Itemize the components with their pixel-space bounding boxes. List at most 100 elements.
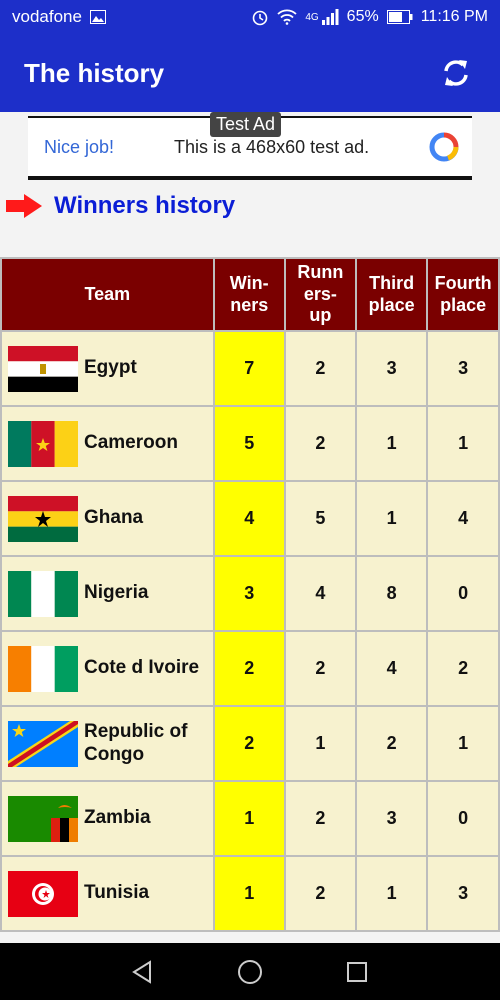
- table-row[interactable]: Zambia 1 2 3 0: [2, 782, 498, 855]
- team-name: Nigeria: [84, 582, 149, 604]
- fourth-place-cell: 3: [428, 332, 498, 405]
- team-cell: Nigeria: [2, 557, 213, 630]
- app-bar: The history: [0, 34, 500, 112]
- back-button[interactable]: [128, 957, 158, 987]
- winners-cell: 7: [214, 332, 284, 405]
- nigeria-flag-icon: [8, 570, 78, 617]
- team-cell-content: Egypt: [8, 345, 213, 392]
- column-header-fourth: Fourth place: [428, 259, 498, 330]
- team-name: Zambia: [84, 807, 151, 829]
- runners-up-cell: 4: [285, 557, 356, 630]
- team-name: Cote d Ivoire: [84, 657, 200, 679]
- fourth-place-cell: 1: [428, 707, 498, 780]
- winners-cell: 2: [214, 707, 284, 780]
- third-place-cell: 1: [357, 482, 427, 555]
- table-row[interactable]: Ghana 4 5 1 4: [2, 482, 498, 555]
- fourth-place-cell: 3: [428, 857, 498, 930]
- team-cell-content: Ghana: [8, 495, 213, 542]
- winners-cell: 4: [214, 482, 284, 555]
- runners-up-cell: 2: [285, 407, 356, 480]
- team-cell-content: Cote d Ivoire: [8, 645, 213, 692]
- table-row[interactable]: Cote d Ivoire 2 2 4 2: [2, 632, 498, 705]
- team-cell-content: Tunisia: [8, 870, 213, 917]
- section-header: Winners history: [0, 182, 500, 257]
- fourth-place-cell: 0: [428, 782, 498, 855]
- winners-cell: 2: [214, 632, 284, 705]
- wifi-icon: [277, 9, 297, 25]
- winners-cell: 3: [214, 557, 284, 630]
- team-cell: Ghana: [2, 482, 213, 555]
- history-table-wrapper[interactable]: Team Win-ners Runn ers-up Third place Four…: [0, 257, 500, 943]
- recents-button[interactable]: [342, 957, 372, 987]
- team-cell-content: Republic of Congo: [8, 720, 213, 767]
- ad-nice-text: Nice job!: [44, 136, 115, 157]
- cote-divoire-flag-icon: [8, 645, 78, 692]
- fourth-place-cell: 1: [428, 407, 498, 480]
- third-place-cell: 1: [357, 857, 427, 930]
- runners-up-cell: 2: [285, 332, 356, 405]
- runners-up-cell: 2: [285, 782, 356, 855]
- third-place-cell: 2: [357, 707, 427, 780]
- runners-up-cell: 1: [285, 707, 356, 780]
- clock: 11:16 PM: [420, 8, 488, 25]
- ad-area: Nice job! This is a 468x60 test ad. Test…: [0, 112, 500, 182]
- arrow-right-icon: [6, 194, 42, 218]
- refresh-icon: [444, 60, 468, 86]
- table-header-row: Team Win-ners Runn ers-up Third place Four…: [2, 259, 498, 330]
- team-name: Egypt: [84, 357, 137, 379]
- table-row[interactable]: Tunisia 1 2 1 3: [2, 857, 498, 930]
- dr-congo-flag-icon: [8, 720, 78, 767]
- tunisia-flag-icon: [8, 870, 78, 917]
- column-header-third: Third place: [357, 259, 427, 330]
- third-place-cell: 3: [357, 782, 427, 855]
- column-header-winners: Win-ners: [214, 259, 284, 330]
- ad-body-text: This is a 468x60 test ad.: [174, 136, 370, 157]
- table-row[interactable]: Nigeria 3 4 8 0: [2, 557, 498, 630]
- winners-cell: 1: [214, 857, 284, 930]
- signal-icon: [321, 9, 339, 25]
- zambia-flag-icon: [8, 795, 78, 842]
- network-type: 4G: [305, 11, 319, 23]
- table-row[interactable]: Egypt 7 2 3 3: [2, 332, 498, 405]
- third-place-cell: 4: [357, 632, 427, 705]
- fourth-place-cell: 2: [428, 632, 498, 705]
- column-header-runners-up: Runn ers-up: [285, 259, 356, 330]
- fourth-place-cell: 4: [428, 482, 498, 555]
- column-header-team: Team: [2, 259, 213, 330]
- gallery-icon: [89, 10, 106, 24]
- section-heading: Winners history: [54, 192, 236, 219]
- winners-cell: 5: [214, 407, 284, 480]
- egypt-flag-icon: [8, 345, 78, 392]
- ad-tag: Test Ad: [210, 112, 282, 137]
- team-cell-content: Nigeria: [8, 570, 213, 617]
- ghana-flag-icon: [8, 495, 78, 542]
- fourth-place-cell: 0: [428, 557, 498, 630]
- team-cell-content: Zambia: [8, 795, 213, 842]
- runners-up-cell: 2: [285, 632, 356, 705]
- team-cell: Egypt: [2, 332, 213, 405]
- team-cell-content: Cameroon: [8, 420, 213, 467]
- carrier-label: vodafone: [12, 7, 82, 26]
- status-bar: vodafone 4G 65% 11:16 PM: [0, 0, 500, 34]
- runners-up-cell: 2: [285, 857, 356, 930]
- third-place-cell: 1: [357, 407, 427, 480]
- ad-logo-icon: [429, 132, 459, 162]
- table-row[interactable]: Cameroon 5 2 1 1: [2, 407, 498, 480]
- third-place-cell: 3: [357, 332, 427, 405]
- team-cell: Tunisia: [2, 857, 213, 930]
- system-nav-bar: [0, 943, 500, 1000]
- cameroon-flag-icon: [8, 420, 78, 467]
- back-icon: [132, 959, 152, 984]
- home-button[interactable]: [235, 957, 265, 987]
- history-table: Team Win-ners Runn ers-up Third place Four…: [0, 257, 500, 932]
- team-cell: Cote d Ivoire: [2, 632, 213, 705]
- ad-banner[interactable]: Nice job! This is a 468x60 test ad.: [28, 116, 472, 180]
- team-name: Republic of Congo: [84, 720, 188, 765]
- winners-cell: 1: [214, 782, 284, 855]
- team-cell: Zambia: [2, 782, 213, 855]
- runners-up-cell: 5: [285, 482, 356, 555]
- refresh-button[interactable]: [436, 53, 476, 93]
- battery-percent: 65%: [346, 8, 379, 25]
- team-name: Ghana: [84, 507, 144, 529]
- table-row[interactable]: Republic of Congo 2 1 2 1: [2, 707, 498, 780]
